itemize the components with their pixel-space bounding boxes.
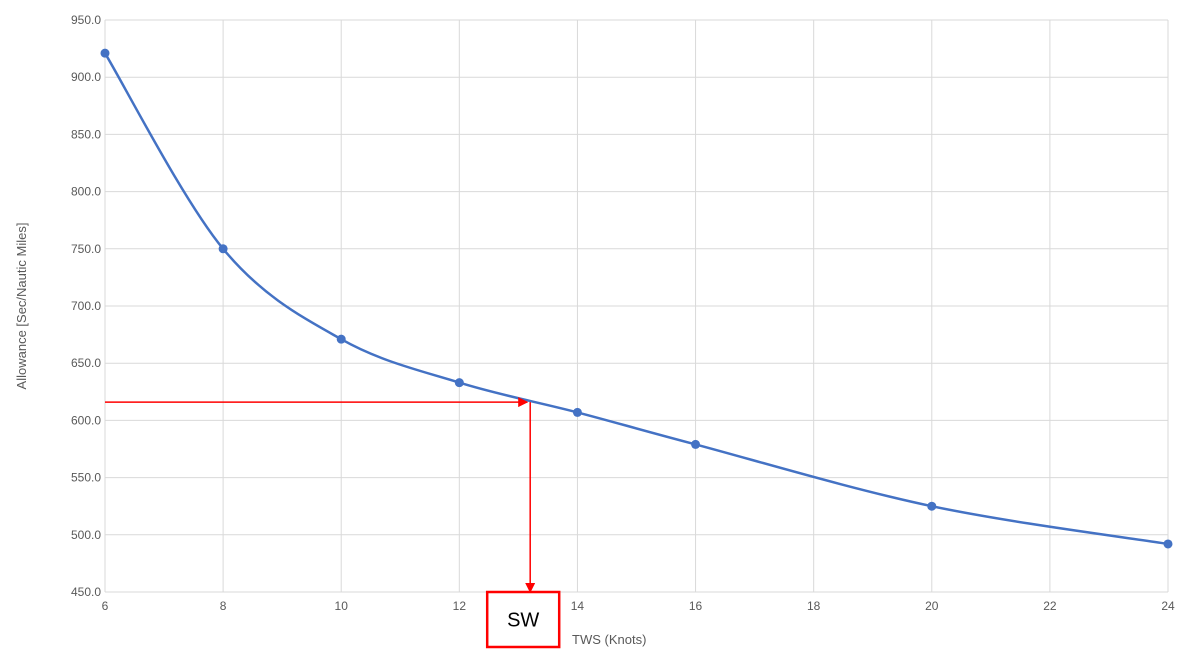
y-axis-ticks: 450.0 500.0 550.0 600.0 650.0 700.0 750.0 800.0… (71, 13, 101, 599)
x-tick-label: 6 (102, 599, 109, 613)
annotation: SW (105, 397, 561, 649)
y-tick-label: 800.0 (71, 185, 101, 199)
data-point (100, 48, 110, 58)
y-tick-label: 850.0 (71, 127, 101, 141)
data-point (336, 334, 346, 344)
y-tick-label: 950.0 (71, 13, 101, 27)
grid (104, 19, 1169, 593)
x-tick-label: 10 (335, 599, 349, 613)
x-tick-label: 20 (925, 599, 939, 613)
y-tick-label: 900.0 (71, 70, 101, 84)
x-tick-label: 18 (807, 599, 821, 613)
y-tick-label: 650.0 (71, 356, 101, 370)
data-point (691, 439, 701, 449)
x-tick-label: 8 (220, 599, 227, 613)
y-tick-label: 700.0 (71, 299, 101, 313)
x-tick-label: 16 (689, 599, 703, 613)
y-tick-label: 600.0 (71, 413, 101, 427)
data-point (454, 378, 464, 388)
data-point (218, 244, 228, 254)
y-tick-label: 750.0 (71, 242, 101, 256)
data-point (927, 501, 937, 511)
data-point (572, 407, 582, 417)
y-axis-title: Allowance [Sec/Nautic Miles] (14, 223, 29, 390)
y-tick-label: 500.0 (71, 528, 101, 542)
x-tick-label: 24 (1161, 599, 1175, 613)
series-line (103, 52, 1169, 546)
data-points (100, 48, 1173, 549)
x-tick-label: 22 (1043, 599, 1057, 613)
x-tick-label: 14 (571, 599, 585, 613)
sw-box (485, 590, 561, 649)
x-tick-label: 12 (453, 599, 467, 613)
x-axis-title: TWS (Knots) (572, 632, 646, 647)
sw-label: SW (507, 610, 539, 632)
y-tick-label: 450.0 (71, 585, 101, 599)
x-axis-ticks: 6 8 10 12 14 16 18 20 22 24 (102, 599, 1175, 613)
y-tick-label: 550.0 (71, 471, 101, 485)
data-point (1163, 539, 1173, 549)
